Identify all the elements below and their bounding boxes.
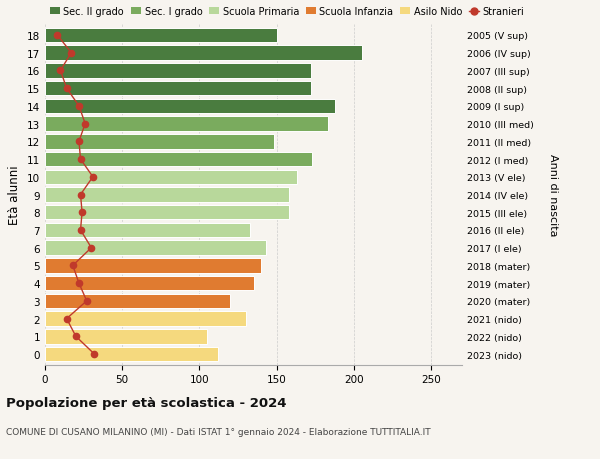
Bar <box>45 294 230 308</box>
Bar <box>45 82 311 96</box>
Bar <box>45 206 289 220</box>
Text: COMUNE DI CUSANO MILANINO (MI) - Dati ISTAT 1° gennaio 2024 - Elaborazione TUTTI: COMUNE DI CUSANO MILANINO (MI) - Dati IS… <box>6 427 431 436</box>
Bar <box>45 312 246 326</box>
Bar <box>45 99 335 114</box>
Text: Popolazione per età scolastica - 2024: Popolazione per età scolastica - 2024 <box>6 396 287 409</box>
Bar <box>45 170 297 185</box>
Bar <box>45 188 289 202</box>
Bar <box>45 135 274 149</box>
Bar <box>45 117 328 132</box>
Bar <box>45 152 312 167</box>
Bar <box>45 64 311 78</box>
Bar <box>45 258 261 273</box>
Bar <box>45 28 277 43</box>
Legend: Sec. II grado, Sec. I grado, Scuola Primaria, Scuola Infanzia, Asilo Nido, Stran: Sec. II grado, Sec. I grado, Scuola Prim… <box>50 7 524 17</box>
Y-axis label: Anni di nascita: Anni di nascita <box>548 154 557 236</box>
Bar <box>45 241 266 255</box>
Bar <box>45 46 362 61</box>
Bar <box>45 276 254 291</box>
Bar <box>45 223 250 238</box>
Bar <box>45 347 218 362</box>
Bar <box>45 330 207 344</box>
Y-axis label: Età alunni: Età alunni <box>8 165 22 225</box>
